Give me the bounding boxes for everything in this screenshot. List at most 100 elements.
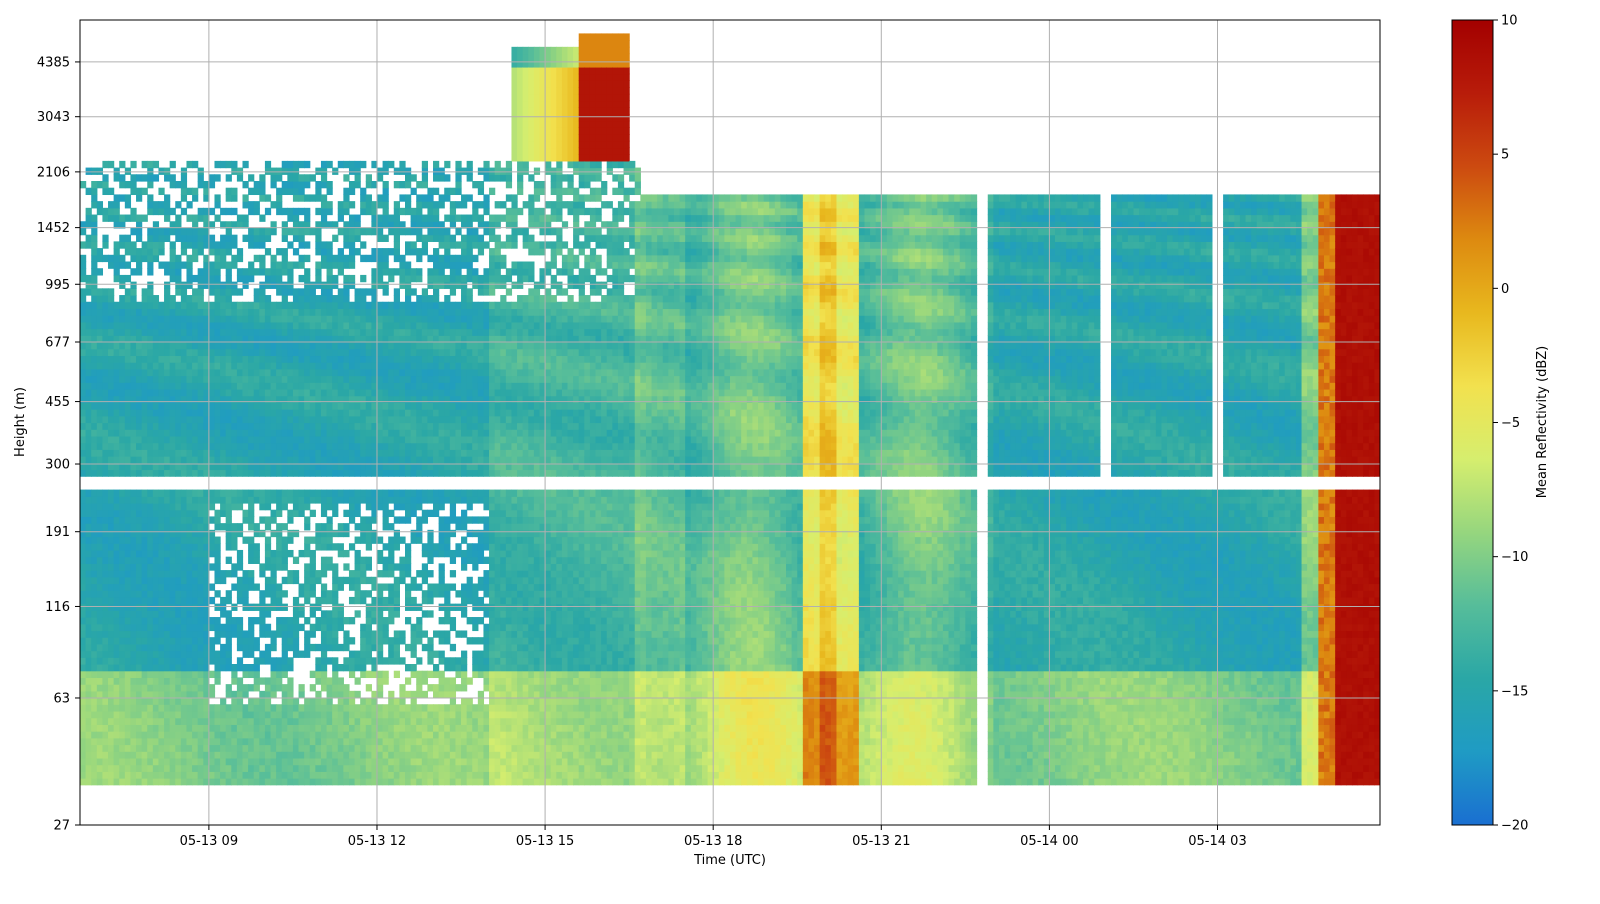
heatmap-cell bbox=[281, 227, 288, 236]
heatmap-cell bbox=[292, 362, 300, 370]
heatmap-cell bbox=[433, 301, 440, 310]
heatmap-cell bbox=[124, 201, 132, 209]
heatmap-cell bbox=[108, 690, 115, 699]
heatmap-cell bbox=[326, 684, 333, 692]
heatmap-cell bbox=[371, 637, 378, 645]
heatmap-cell bbox=[360, 422, 367, 430]
heatmap-cell bbox=[304, 362, 311, 370]
heatmap-cell bbox=[382, 160, 389, 169]
heatmap-cell bbox=[410, 469, 417, 477]
heatmap-cell bbox=[136, 174, 143, 182]
heatmap-cell bbox=[276, 382, 283, 390]
heatmap-cell bbox=[186, 617, 193, 625]
heatmap-cell bbox=[119, 368, 126, 377]
heatmap-cell bbox=[421, 160, 429, 169]
heatmap-cell bbox=[152, 731, 160, 739]
heatmap-cell bbox=[164, 429, 171, 437]
heatmap-cell bbox=[438, 342, 445, 350]
heatmap-cell bbox=[85, 348, 92, 357]
heatmap-cell bbox=[354, 315, 361, 323]
heatmap-cell bbox=[192, 717, 199, 725]
heatmap-cell bbox=[315, 731, 322, 739]
heatmap-cell bbox=[315, 355, 322, 363]
heatmap-cell bbox=[141, 241, 148, 249]
heatmap-cell bbox=[332, 610, 339, 618]
heatmap-cell bbox=[96, 610, 104, 618]
heatmap-cell bbox=[287, 315, 294, 323]
heatmap-cell bbox=[427, 214, 434, 222]
heatmap-cell bbox=[169, 456, 176, 464]
heatmap-cell bbox=[164, 435, 171, 444]
heatmap-cell bbox=[225, 382, 232, 390]
heatmap-cell bbox=[130, 409, 137, 417]
heatmap-cell bbox=[371, 630, 378, 638]
heatmap-cell bbox=[449, 617, 457, 625]
heatmap-cell bbox=[253, 355, 260, 363]
heatmap-cell bbox=[158, 382, 165, 390]
heatmap-cell bbox=[91, 744, 98, 752]
heatmap-cell bbox=[276, 248, 283, 256]
heatmap-cell bbox=[433, 710, 440, 719]
heatmap-cell bbox=[220, 234, 227, 242]
heatmap-cell bbox=[186, 254, 193, 263]
heatmap-cell bbox=[371, 254, 378, 263]
heatmap-cell bbox=[427, 536, 434, 544]
heatmap-cell bbox=[427, 757, 434, 766]
heatmap-cell bbox=[264, 516, 272, 524]
heatmap-cell bbox=[365, 744, 372, 752]
heatmap-cell bbox=[309, 435, 316, 444]
heatmap-cell bbox=[236, 717, 244, 725]
heatmap-cell bbox=[270, 576, 277, 585]
heatmap-cell bbox=[91, 710, 98, 719]
heatmap-cell bbox=[292, 160, 300, 169]
heatmap-cell bbox=[225, 456, 232, 464]
heatmap-cell bbox=[449, 744, 457, 752]
heatmap-cell bbox=[91, 556, 98, 564]
heatmap-cell bbox=[354, 181, 361, 189]
heatmap-cell bbox=[388, 489, 395, 497]
heatmap-cell bbox=[96, 650, 104, 658]
heatmap-cell bbox=[85, 388, 92, 397]
heatmap-cell bbox=[382, 268, 389, 276]
heatmap-cell bbox=[388, 757, 395, 766]
heatmap-cell bbox=[180, 301, 188, 310]
heatmap-cell bbox=[164, 295, 171, 303]
heatmap-cell bbox=[304, 274, 311, 283]
heatmap-cell bbox=[203, 187, 210, 196]
heatmap-cell bbox=[405, 281, 412, 289]
heatmap-cell bbox=[449, 462, 457, 471]
heatmap-cell bbox=[169, 395, 176, 403]
heatmap-cell bbox=[360, 536, 367, 544]
heatmap-cell bbox=[298, 744, 305, 752]
heatmap-cell bbox=[270, 704, 277, 712]
heatmap-cell bbox=[119, 362, 126, 370]
heatmap-cell bbox=[416, 321, 423, 330]
heatmap-cell bbox=[393, 529, 400, 538]
heatmap-cell bbox=[136, 301, 143, 310]
heatmap-cell bbox=[158, 422, 165, 430]
heatmap-cell bbox=[208, 489, 216, 497]
heatmap-cell bbox=[152, 375, 160, 383]
heatmap-cell bbox=[102, 174, 109, 182]
heatmap-cell bbox=[292, 342, 300, 350]
heatmap-cell bbox=[298, 181, 305, 189]
heatmap-cell bbox=[203, 583, 210, 591]
heatmap-cell bbox=[337, 449, 344, 457]
heatmap-cell bbox=[332, 281, 339, 289]
heatmap-cell bbox=[376, 623, 384, 632]
heatmap-cell bbox=[113, 409, 120, 417]
heatmap-cell bbox=[348, 617, 356, 625]
heatmap-cell bbox=[158, 590, 165, 598]
heatmap-cell bbox=[96, 570, 104, 578]
heatmap-cell bbox=[320, 388, 328, 397]
heatmap-cell bbox=[236, 268, 244, 276]
heatmap-cell bbox=[360, 362, 367, 370]
heatmap-cell bbox=[102, 415, 109, 424]
heatmap-cell bbox=[136, 744, 143, 752]
heatmap-cell bbox=[326, 690, 333, 699]
heatmap-cell bbox=[208, 241, 216, 249]
heatmap-cell bbox=[354, 234, 361, 242]
heatmap-cell bbox=[85, 717, 92, 725]
heatmap-cell bbox=[164, 268, 171, 276]
heatmap-cell bbox=[220, 771, 227, 779]
